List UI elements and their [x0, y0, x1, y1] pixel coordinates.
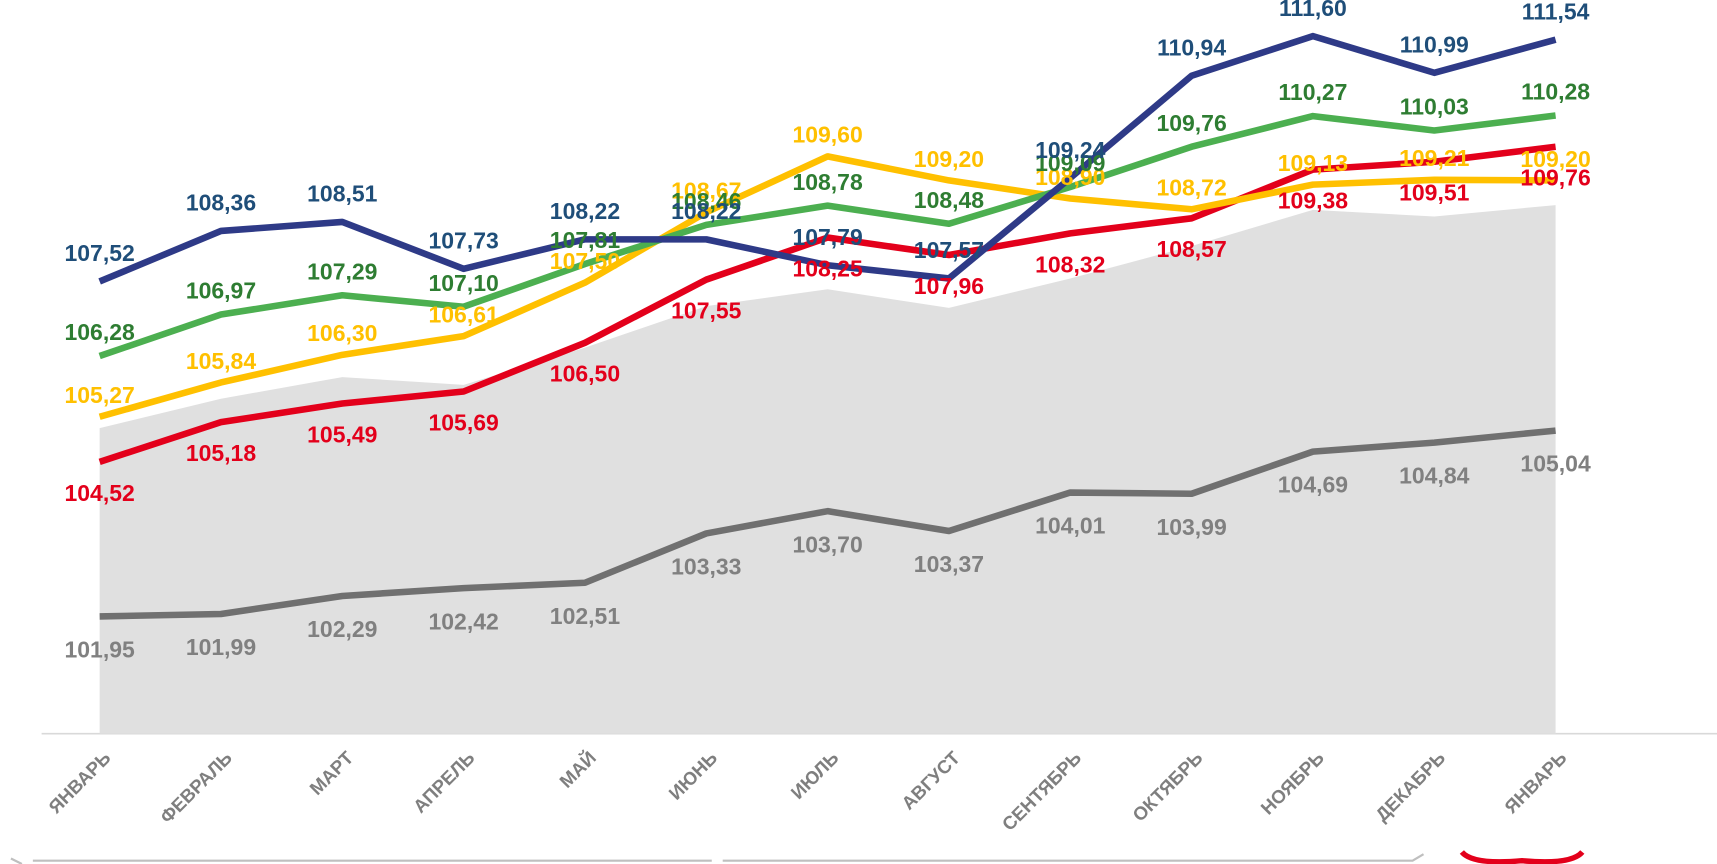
data-label: 107,73: [428, 228, 498, 254]
data-label: 106,97: [186, 278, 256, 304]
data-label: 108,67: [671, 178, 741, 204]
data-label: 104,69: [1278, 472, 1348, 498]
data-label: 103,70: [792, 531, 862, 557]
data-label: 107,52: [64, 240, 134, 266]
data-label: 107,96: [914, 273, 984, 299]
x-tick-label: ИЮНЬ: [665, 747, 722, 804]
data-label: 109,51: [1399, 180, 1470, 206]
data-label: 109,38: [1278, 188, 1349, 214]
data-label: 107,29: [307, 258, 377, 284]
data-label: 104,52: [64, 480, 134, 506]
data-label: 106,28: [64, 319, 135, 345]
data-label: 109,24: [1035, 137, 1106, 163]
data-label: 108,57: [1156, 236, 1226, 262]
area: [99, 205, 1556, 734]
data-label: 109,09: [1035, 150, 1105, 176]
data-label: 103,33: [671, 554, 741, 580]
data-label: 110,28: [1521, 79, 1590, 105]
x-tick-label: ЯНВАРЬ: [1500, 747, 1570, 817]
data-label: 109,21: [1399, 145, 1470, 171]
x-tick-label: НОЯБРЬ: [1256, 747, 1328, 819]
data-label: 111,60: [1279, 0, 1347, 21]
data-label: 110,99: [1400, 32, 1469, 58]
data-label: 109,76: [1156, 110, 1226, 136]
logo: [1459, 849, 1585, 864]
data-label: 109,76: [1520, 165, 1590, 191]
data-label: 110,94: [1157, 35, 1226, 61]
data-label: 104,84: [1399, 463, 1470, 489]
data-label: 109,13: [1278, 150, 1348, 176]
data-label: 106,30: [307, 320, 377, 346]
data-label: 108,22: [671, 198, 741, 224]
data-label: 109,60: [792, 122, 862, 148]
line: [98, 112, 1556, 360]
data-label: 108,22: [550, 198, 620, 224]
data-label: 109,20: [914, 146, 984, 172]
x-tick-label: МАЙ: [555, 747, 600, 792]
data-label: 105,18: [186, 440, 257, 466]
data-label: 107,50: [550, 248, 620, 274]
data-label: 108,48: [914, 187, 985, 213]
data-label: 108,72: [1156, 175, 1226, 201]
data-label: 105,69: [428, 409, 498, 435]
data-label: 103,37: [914, 551, 984, 577]
x-tick-label: ФЕВРАЛЬ: [156, 747, 236, 827]
x-tick-label: АПРЕЛЬ: [409, 747, 479, 817]
data-label: 105,04: [1520, 451, 1591, 477]
data-label: 106,61: [428, 302, 499, 328]
data-label: 104,01: [1035, 513, 1106, 539]
x-tick-label: ДЕКАБРЬ: [1371, 747, 1449, 825]
x-tick-label: СЕНТЯБРЬ: [998, 747, 1086, 835]
data-label: 109,20: [1520, 146, 1590, 172]
x-tick-label: ОКТЯБРЬ: [1128, 747, 1206, 825]
x-tick-label: ИЮЛЬ: [787, 747, 843, 803]
data-label: 105,49: [307, 421, 377, 447]
data-label: 102,42: [428, 608, 498, 634]
data-label: 106,50: [550, 361, 620, 387]
line: [99, 427, 1556, 620]
line: [98, 143, 1556, 465]
data-label: 107,57: [914, 237, 984, 263]
data-label: 107,81: [550, 227, 621, 253]
data-label: 108,32: [1035, 251, 1105, 277]
data-label: 108,51: [307, 181, 378, 207]
data-label: 102,29: [307, 616, 377, 642]
data-label: 107,79: [792, 224, 862, 250]
data-label: 101,95: [64, 637, 135, 663]
data-label: 101,99: [186, 634, 256, 660]
data-label: 108,78: [792, 169, 863, 195]
decoration: [10, 853, 1425, 864]
x-tick-label: МАРТ: [305, 747, 357, 799]
data-label: 108,46: [671, 188, 741, 214]
data-label: 105,27: [64, 382, 134, 408]
line: [98, 153, 1556, 420]
data-label: 108,25: [792, 255, 863, 281]
x-tick-label: АВГУСТ: [897, 747, 964, 814]
data-label: 108,36: [186, 190, 256, 216]
data-label: 110,03: [1400, 94, 1469, 120]
line: [98, 32, 1557, 285]
data-label: 103,99: [1156, 514, 1226, 540]
data-label: 105,84: [186, 348, 257, 374]
data-label: 107,55: [671, 298, 742, 324]
data-label: 108,90: [1035, 164, 1105, 190]
data-label: 110,27: [1278, 79, 1347, 105]
data-label: 111,54: [1522, 0, 1590, 25]
data-label: 102,51: [550, 603, 621, 629]
x-tick-label: ЯНВАРЬ: [44, 747, 114, 817]
data-label: 107,10: [428, 270, 498, 296]
